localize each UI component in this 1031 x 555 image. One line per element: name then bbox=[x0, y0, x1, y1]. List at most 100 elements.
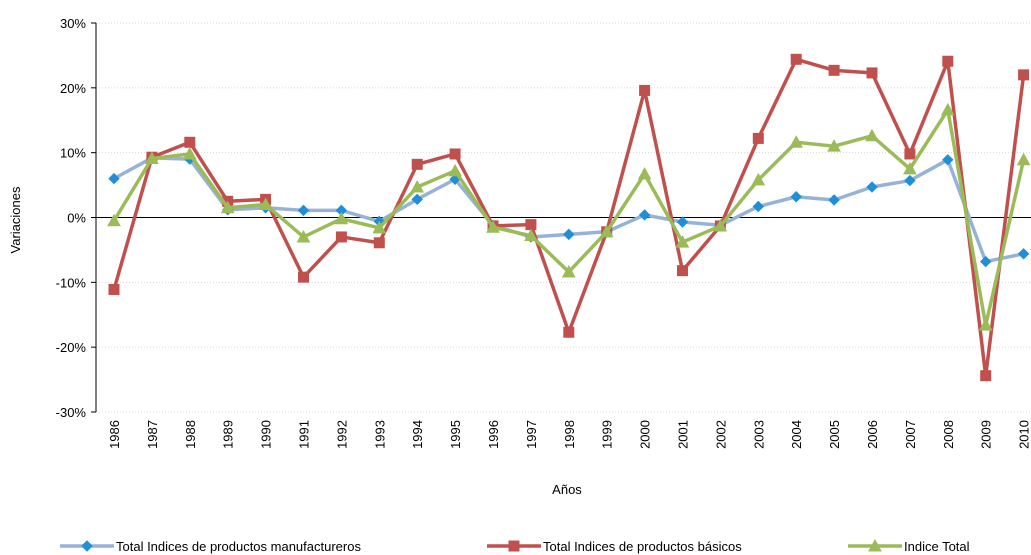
x-tick-label: 1997 bbox=[524, 420, 539, 449]
y-tick-label: -30% bbox=[56, 405, 87, 420]
x-tick-label: 2001 bbox=[676, 420, 691, 449]
data-point bbox=[978, 318, 993, 331]
x-tick-label: 1995 bbox=[448, 420, 463, 449]
x-tick-label: 2009 bbox=[979, 420, 994, 449]
data-point bbox=[411, 158, 423, 170]
legend-marker bbox=[81, 540, 93, 552]
data-point bbox=[827, 139, 841, 152]
x-tick-label: 1994 bbox=[410, 420, 425, 449]
data-point bbox=[448, 163, 462, 177]
data-point bbox=[411, 193, 423, 206]
legend-label: Total Indices de productos manufacturero… bbox=[116, 539, 361, 554]
y-axis-title: Variaciones bbox=[8, 186, 23, 253]
data-point bbox=[449, 148, 461, 160]
data-point bbox=[828, 194, 840, 206]
data-point bbox=[828, 64, 840, 76]
data-point bbox=[373, 237, 385, 249]
data-point bbox=[524, 228, 538, 242]
data-point bbox=[790, 53, 802, 65]
data-point bbox=[866, 181, 878, 193]
x-tick-label: 1990 bbox=[259, 420, 274, 449]
y-tick-label: 0% bbox=[67, 211, 86, 226]
x-tick-label: 2008 bbox=[941, 420, 956, 449]
data-point bbox=[676, 216, 689, 228]
data-point bbox=[184, 136, 196, 148]
series-3 bbox=[107, 102, 1031, 331]
x-tick-label: 2007 bbox=[903, 420, 918, 449]
legend-item: Total Indices de productos básicos bbox=[487, 539, 742, 554]
x-tick-label: 1986 bbox=[107, 420, 122, 449]
y-axis-ticks: 30% 20% 10% 0% -10% -20% -30% bbox=[56, 16, 96, 420]
data-point bbox=[258, 197, 273, 211]
data-point bbox=[296, 229, 311, 243]
data-point bbox=[903, 161, 917, 175]
x-tick-label: 1988 bbox=[183, 420, 198, 449]
data-point bbox=[561, 264, 576, 278]
data-point bbox=[789, 135, 804, 148]
data-point bbox=[904, 174, 916, 187]
x-tick-label: 2002 bbox=[713, 420, 728, 449]
x-tick-label: 2000 bbox=[638, 420, 653, 449]
x-axis-title: Años bbox=[552, 482, 582, 497]
x-tick-label: 1993 bbox=[372, 420, 387, 449]
data-point bbox=[904, 148, 916, 160]
data-point bbox=[1016, 152, 1031, 166]
data-point bbox=[486, 220, 500, 233]
y-tick-label: 30% bbox=[60, 16, 86, 31]
x-tick-label: 2010 bbox=[1017, 420, 1031, 449]
legend-item: Indice Total bbox=[848, 538, 970, 554]
data-point bbox=[637, 167, 652, 180]
x-axis-ticks: 1986 1987 1988 1989 1990 1991 1992 1993 1994 1995… bbox=[107, 420, 1031, 449]
data-point bbox=[108, 172, 120, 185]
data-point bbox=[1018, 69, 1030, 81]
data-point bbox=[790, 191, 802, 203]
x-tick-label: 1996 bbox=[486, 420, 501, 449]
data-point bbox=[182, 146, 197, 160]
x-tick-label: 1991 bbox=[297, 420, 312, 449]
data-point bbox=[638, 209, 651, 221]
x-tick-label: 2005 bbox=[827, 420, 842, 449]
data-point bbox=[297, 204, 310, 217]
data-point bbox=[220, 200, 235, 214]
x-tick-label: 2003 bbox=[751, 420, 766, 449]
legend-label: Indice Total bbox=[904, 539, 970, 554]
x-tick-label: 2004 bbox=[789, 420, 804, 449]
data-point bbox=[751, 172, 766, 186]
data-point bbox=[107, 213, 121, 227]
data-point bbox=[372, 220, 387, 234]
data-point bbox=[979, 255, 992, 268]
data-point bbox=[675, 235, 690, 248]
y-tick-label: 20% bbox=[60, 81, 86, 96]
legend-marker bbox=[868, 538, 882, 552]
y-tick-label: 10% bbox=[60, 146, 86, 161]
data-point bbox=[942, 154, 954, 166]
x-tick-label: 1998 bbox=[562, 420, 577, 449]
x-tick-label: 1987 bbox=[145, 420, 160, 449]
data-point bbox=[1017, 248, 1030, 260]
x-tick-label: 1992 bbox=[334, 420, 349, 449]
legend: Total Indices de productos manufacturero… bbox=[60, 538, 970, 554]
data-point bbox=[866, 67, 878, 79]
data-point bbox=[980, 370, 992, 382]
y-tick-label: -20% bbox=[56, 340, 87, 355]
data-point bbox=[563, 228, 575, 241]
data-point bbox=[752, 132, 764, 144]
data-point bbox=[145, 151, 159, 165]
x-tick-label: 1989 bbox=[221, 420, 236, 449]
legend-label: Total Indices de productos básicos bbox=[543, 539, 742, 554]
y-tick-label: -10% bbox=[56, 275, 87, 290]
data-point bbox=[752, 200, 765, 213]
data-point bbox=[335, 231, 347, 243]
data-point bbox=[298, 271, 309, 283]
data-point bbox=[525, 219, 537, 231]
data-point bbox=[563, 326, 575, 338]
legend-marker bbox=[508, 540, 520, 552]
x-tick-label: 1999 bbox=[600, 420, 615, 449]
x-tick-label: 2006 bbox=[865, 420, 880, 449]
data-point bbox=[942, 55, 954, 67]
data-point bbox=[599, 224, 614, 238]
data-point bbox=[334, 211, 349, 225]
series-1 bbox=[108, 152, 1030, 268]
series-layer bbox=[107, 53, 1031, 382]
